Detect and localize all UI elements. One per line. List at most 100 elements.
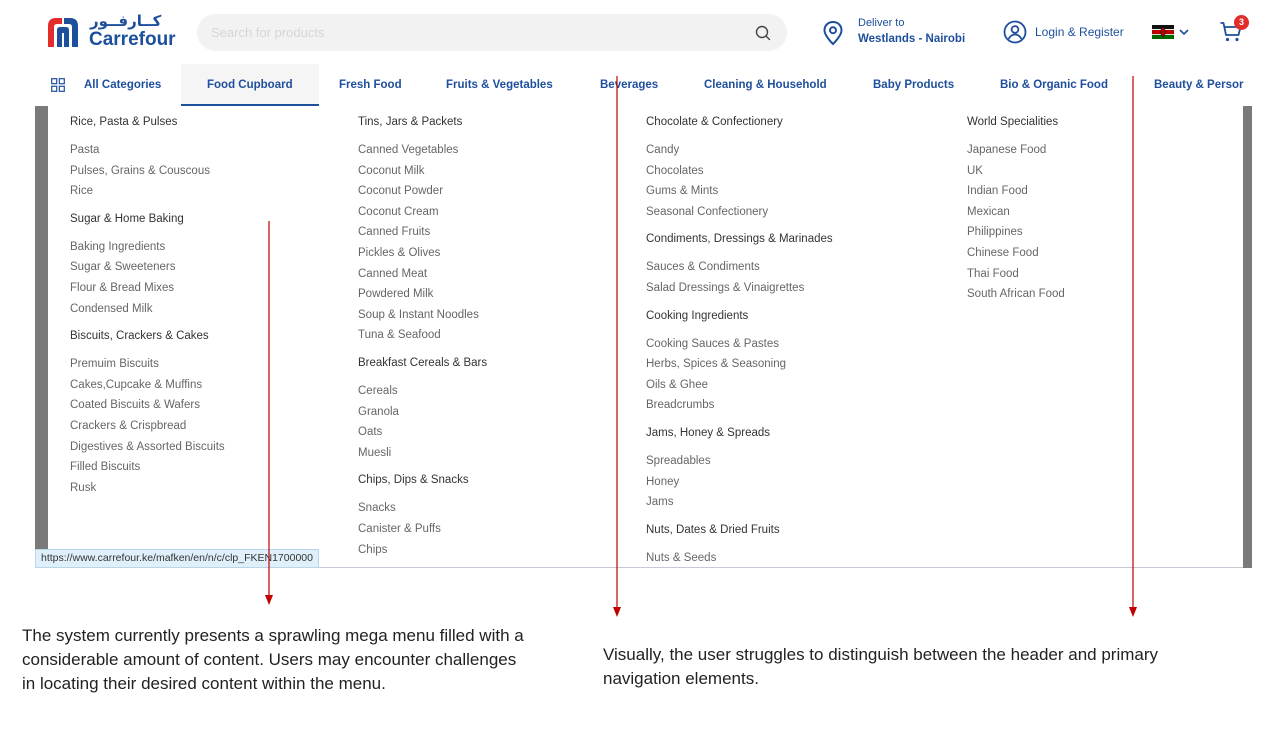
mega-menu-link[interactable]: Canister & Puffs [358, 523, 441, 535]
all-categories-label: All Categories [84, 79, 162, 91]
mega-menu-group-title[interactable]: World Specialities [967, 116, 1059, 128]
mega-menu-link[interactable]: Baking Ingredients [70, 240, 166, 253]
mega-menu-link[interactable]: Coconut Powder [358, 185, 444, 198]
mega-menu-link[interactable]: South African Food [967, 288, 1065, 301]
cart-button[interactable]: 3 [1219, 15, 1253, 45]
annotation-arrow-right [1129, 76, 1137, 617]
country-selector[interactable] [1152, 24, 1192, 40]
nav-item-bio-organic[interactable]: Bio & Organic Food [1000, 79, 1108, 91]
logo-arabic-text: كــارفــور [90, 12, 162, 30]
mega-menu-group-title[interactable]: Nuts, Dates & Dried Fruits [646, 523, 780, 536]
mega-menu-link[interactable]: Coated Biscuits & Wafers [70, 399, 200, 412]
mega-menu-link[interactable]: Mexican [967, 205, 1010, 218]
cart-count-badge: 3 [1234, 15, 1249, 30]
mega-menu-link[interactable]: Breadcrumbs [646, 399, 715, 412]
grid-icon [51, 78, 65, 92]
annotation-arrow-left [265, 221, 273, 605]
mega-menu-group-title[interactable]: Sugar & Home Baking [70, 212, 184, 225]
mega-menu: Rice, Pasta & Pulses Pasta Pulses, Grains … [35, 106, 1252, 568]
nav-item-beauty-personal[interactable]: Beauty & Persor [1154, 79, 1244, 91]
mega-menu-link[interactable]: Rusk [70, 481, 97, 494]
mega-menu-link[interactable]: Philippines [967, 226, 1023, 239]
nav-item-cleaning-household[interactable]: Cleaning & Household [704, 79, 827, 91]
nav-item-food-cupboard[interactable]: Food Cupboard [181, 64, 319, 106]
mega-menu-link[interactable]: Crackers & Crispbread [70, 420, 187, 432]
mega-menu-link[interactable]: Indian Food [967, 185, 1028, 198]
mega-menu-link[interactable]: Pulses, Grains & Couscous [70, 164, 210, 177]
deliver-location: Westlands - Nairobi [858, 33, 966, 45]
mega-menu-link[interactable]: Gums & Mints [646, 185, 719, 198]
user-icon [1003, 20, 1027, 44]
mega-menu-link[interactable]: Cereals [358, 385, 398, 397]
mega-menu-link[interactable]: Rice [70, 185, 94, 198]
mega-menu-link[interactable]: Coconut Cream [358, 205, 439, 218]
mega-menu-link[interactable]: Cooking Sauces & Pastes [646, 337, 779, 350]
mega-menu-link[interactable]: Herbs, Spices & Seasoning [646, 358, 786, 371]
mega-menu-group-title[interactable]: Breakfast Cereals & Bars [358, 357, 488, 369]
mega-menu-group-title[interactable]: Jams, Honey & Spreads [646, 427, 771, 439]
nav-item-beverages[interactable]: Beverages [600, 79, 659, 91]
mega-menu-link[interactable]: Chinese Food [967, 247, 1039, 259]
primary-navigation: All Categories Food Cupboard Fresh Food … [0, 64, 1246, 106]
mega-menu-link[interactable]: Digestives & Assorted Biscuits [70, 440, 225, 453]
mega-menu-link[interactable]: Granola [358, 405, 399, 418]
carrefour-logo-icon [48, 18, 78, 47]
mega-menu-group-title[interactable]: Cooking Ingredients [646, 309, 749, 322]
overlay-edge-right [1243, 106, 1252, 568]
search-input[interactable] [211, 22, 731, 42]
mega-menu-link[interactable]: Candy [646, 144, 680, 156]
mega-menu-group-title[interactable]: Tins, Jars & Packets [358, 116, 463, 128]
mega-menu-link[interactable]: Filled Biscuits [70, 461, 141, 474]
kenya-flag-icon [1152, 25, 1174, 39]
mega-menu-link[interactable]: Cakes,Cupcake & Muffins [70, 378, 203, 391]
mega-menu-link[interactable]: Tuna & Seafood [358, 329, 441, 342]
mega-menu-link[interactable]: Thai Food [967, 267, 1019, 280]
mega-menu-group-title[interactable]: Rice, Pasta & Pulses [70, 116, 178, 128]
carrefour-logo[interactable]: كــارفــور Carrefour [46, 12, 181, 50]
search-bar[interactable] [197, 14, 787, 51]
mega-menu-group-title[interactable]: Biscuits, Crackers & Cakes [70, 330, 209, 343]
mega-menu-link[interactable]: Canned Meat [358, 267, 428, 280]
overlay-edge-left [35, 106, 48, 568]
mega-menu-link[interactable]: Chips [358, 543, 388, 556]
mega-menu-link[interactable]: Flour & Bread Mixes [70, 282, 175, 294]
chevron-down-icon [1179, 29, 1189, 36]
mega-menu-group-title[interactable]: Chocolate & Confectionery [646, 116, 783, 128]
logo-text: Carrefour [89, 29, 176, 50]
search-icon[interactable] [755, 25, 771, 41]
nav-item-fruits-vegetables[interactable]: Fruits & Vegetables [446, 79, 553, 91]
mega-menu-link[interactable]: UK [967, 164, 983, 177]
mega-menu-link[interactable]: Premuim Biscuits [70, 358, 159, 371]
mega-menu-link[interactable]: Oils & Ghee [646, 378, 708, 391]
mega-menu-link[interactable]: Jams [646, 496, 674, 509]
mega-menu-link[interactable]: Nuts & Seeds [646, 551, 717, 564]
mega-menu-link[interactable]: Soup & Instant Noodles [358, 308, 479, 321]
mega-menu-link[interactable]: Chocolates [646, 164, 704, 177]
annotation-text-mega-menu: The system currently presents a sprawlin… [22, 626, 524, 693]
nav-item-baby-products[interactable]: Baby Products [873, 79, 955, 91]
mega-menu-group-title[interactable]: Condiments, Dressings & Marinades [646, 233, 833, 246]
mega-menu-group-title[interactable]: Chips, Dips & Snacks [358, 474, 469, 487]
mega-menu-link[interactable]: Coconut Milk [358, 164, 425, 177]
mega-menu-link[interactable]: Sauces & Condiments [646, 261, 760, 274]
mega-menu-link[interactable]: Salad Dressings & Vinaigrettes [646, 282, 805, 294]
mega-menu-link[interactable]: Canned Vegetables [358, 144, 459, 156]
mega-menu-link[interactable]: Muesli [358, 446, 392, 459]
mega-menu-link[interactable]: Oats [358, 426, 383, 439]
status-bar-url: https://www.carrefour.ke/mafken/en/n/c/c… [35, 549, 319, 568]
nav-item-fresh-food[interactable]: Fresh Food [339, 79, 402, 91]
mega-menu-link[interactable]: Pasta [70, 144, 100, 156]
login-register-label: Login & Register [1035, 25, 1124, 39]
mega-menu-link[interactable]: Pickles & Olives [358, 247, 441, 259]
deliver-to-selector[interactable]: Deliver to Westlands - Nairobi [821, 16, 981, 50]
mega-menu-link[interactable]: Snacks [358, 502, 396, 515]
mega-menu-link[interactable]: Powdered Milk [358, 288, 434, 301]
mega-menu-link[interactable]: Honey [646, 475, 680, 488]
mega-menu-link[interactable]: Sugar & Sweeteners [70, 261, 176, 274]
mega-menu-link[interactable]: Spreadables [646, 455, 711, 467]
mega-menu-link[interactable]: Canned Fruits [358, 226, 431, 239]
mega-menu-link[interactable]: Condensed Milk [70, 302, 153, 315]
mega-menu-link[interactable]: Japanese Food [967, 144, 1047, 156]
annotation-arrow-middle [613, 76, 621, 617]
mega-menu-link[interactable]: Seasonal Confectionery [646, 205, 769, 218]
